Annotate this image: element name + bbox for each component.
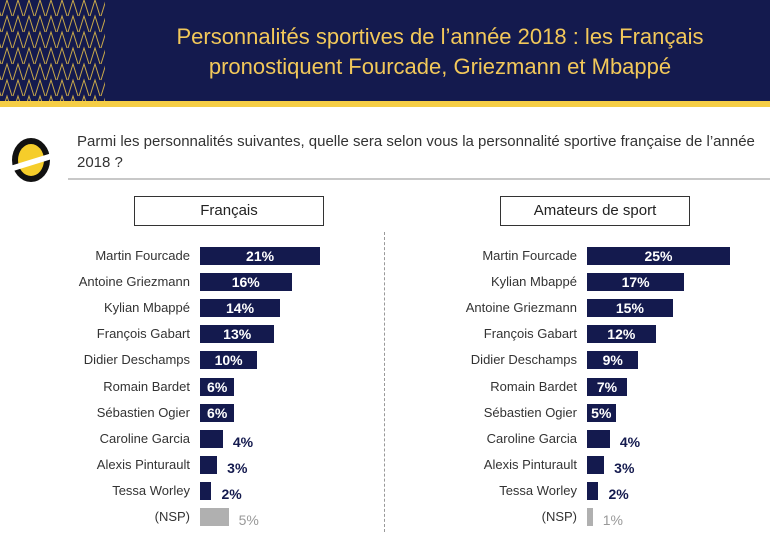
bar <box>200 247 321 265</box>
dashed-divider <box>384 232 385 532</box>
bar <box>200 429 223 448</box>
category-label: Alexis Pinturault <box>483 456 577 472</box>
header-banner: Personnalités sportives de l’année 2018 … <box>0 0 770 101</box>
data-label: 13% <box>223 326 252 343</box>
bar <box>587 455 605 474</box>
data-label: 5% <box>591 404 612 421</box>
category-label: François Gabart <box>96 326 190 342</box>
category-label: Kylian Mbappé <box>104 300 190 316</box>
category-label: (NSP) <box>541 509 577 524</box>
data-label: 2% <box>608 485 629 502</box>
data-label: 5% <box>238 512 259 528</box>
herringbone-pattern <box>0 0 105 101</box>
bar <box>587 481 599 500</box>
bar <box>587 325 656 344</box>
data-label: 4% <box>619 433 641 450</box>
logo-icon <box>10 138 52 182</box>
bar <box>587 429 610 448</box>
data-label: 3% <box>227 459 248 476</box>
category-label: Sébastien Ogier <box>96 404 190 420</box>
bar <box>587 247 730 265</box>
bar <box>587 508 593 526</box>
data-label: 6% <box>207 404 228 421</box>
category-label: (NSP) <box>154 509 190 524</box>
category-label: Martin Fourcade <box>482 248 577 263</box>
question-text: Parmi les personnalités suivantes, quell… <box>77 133 755 171</box>
title-line-2: pronostiquent Fourcade, Griezmann et Mba… <box>208 54 672 79</box>
bar <box>200 273 292 292</box>
data-label: 14% <box>226 300 255 317</box>
group-header-francais: Français <box>134 196 324 226</box>
bar <box>200 299 281 318</box>
data-label: 21% <box>246 248 275 264</box>
category-label: Didier Deschamps <box>83 352 190 368</box>
bar <box>587 299 673 318</box>
bar <box>587 273 685 292</box>
data-label: 6% <box>207 378 228 395</box>
bar <box>587 351 639 370</box>
data-label: 16% <box>231 274 260 291</box>
category-label: Sébastien Ogier <box>483 404 577 420</box>
divider-line <box>68 178 770 180</box>
data-label: 1% <box>602 512 623 528</box>
bar <box>200 455 218 474</box>
group-header-amateurs: Amateurs de sport <box>500 196 690 226</box>
bar <box>200 403 235 422</box>
bar <box>587 403 616 422</box>
bar <box>587 377 628 396</box>
data-label: 9% <box>602 352 623 369</box>
category-label: Caroline Garcia <box>486 430 577 446</box>
category-label: Antoine Griezmann <box>78 274 190 290</box>
category-label: Caroline Garcia <box>99 430 190 446</box>
data-label: 17% <box>621 274 650 291</box>
data-label: 15% <box>615 300 644 317</box>
bar <box>200 481 212 500</box>
category-label: Tessa Worley <box>112 482 190 498</box>
bar <box>200 325 275 344</box>
data-label: 12% <box>607 326 636 343</box>
accent-line <box>0 101 770 107</box>
data-label: 7% <box>596 378 618 395</box>
data-label: 2% <box>221 485 242 502</box>
category-label: Tessa Worley <box>499 482 577 498</box>
data-label: 10% <box>214 352 243 369</box>
data-label: 25% <box>644 248 673 264</box>
category-label: Kylian Mbappé <box>491 274 577 290</box>
category-label: Romain Bardet <box>490 378 577 394</box>
data-label: 4% <box>232 433 254 450</box>
category-label: Martin Fourcade <box>95 248 190 263</box>
page-title: Personnalités sportives de l’année 2018 … <box>130 22 750 82</box>
bar <box>200 377 235 396</box>
title-line-1: Personnalités sportives de l’année 2018 … <box>176 24 704 49</box>
category-label: Alexis Pinturault <box>96 456 190 472</box>
data-label: 3% <box>614 459 635 476</box>
category-label: Romain Bardet <box>103 378 190 394</box>
category-label: Didier Deschamps <box>470 352 577 368</box>
category-label: Antoine Griezmann <box>465 300 577 316</box>
bar <box>200 508 229 526</box>
category-label: François Gabart <box>483 326 577 342</box>
bar <box>200 351 258 370</box>
